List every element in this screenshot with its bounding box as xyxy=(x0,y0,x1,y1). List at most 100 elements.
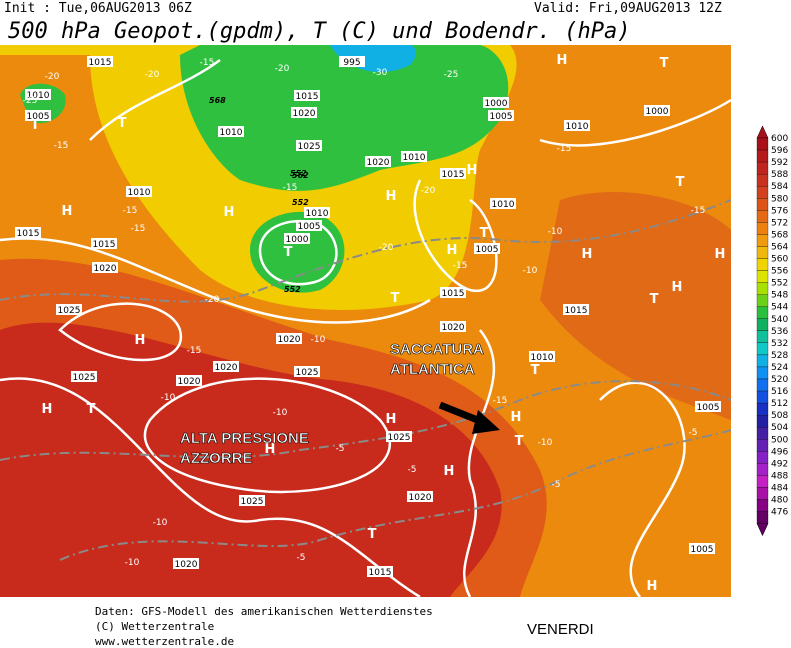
isobar-label: 1000 xyxy=(286,235,309,245)
pressure-center: T xyxy=(31,118,40,133)
colorbar-label: 544 xyxy=(771,303,788,313)
colorbar-label: 564 xyxy=(771,242,788,252)
temperature-label: -20 xyxy=(379,243,394,253)
isobar-label: 1010 xyxy=(27,91,50,101)
colorbar-label: 476 xyxy=(771,508,788,518)
temperature-label: -10 xyxy=(153,518,168,528)
pressure-center: T xyxy=(531,363,540,378)
pressure-center: T xyxy=(650,292,659,307)
isobar-label-box xyxy=(695,401,721,412)
isobar-label-box xyxy=(126,186,152,197)
pressure-center: H xyxy=(265,442,276,457)
pressure-center: T xyxy=(391,291,400,306)
isobar-label-box xyxy=(490,198,516,209)
pressure-center: H xyxy=(647,579,658,594)
isobar-label: 1015 xyxy=(17,229,40,239)
isobar-label: 1020 xyxy=(367,158,390,168)
colorbar-swatch xyxy=(756,222,769,235)
isobar xyxy=(258,220,338,286)
isobar-label: 1025 xyxy=(241,497,264,507)
isobar-label: 1020 xyxy=(409,493,432,503)
isobar-label: 1010 xyxy=(403,153,426,163)
temperature-label: -5 xyxy=(336,444,345,454)
isobar-label: 1020 xyxy=(94,264,117,274)
pressure-center: T xyxy=(87,402,96,417)
colorbar-label: 512 xyxy=(771,399,788,409)
temperature-label: -10 xyxy=(161,393,176,403)
colorbar-label: 588 xyxy=(771,170,788,180)
temperature-label: -10 xyxy=(125,558,140,568)
temperature-label: -20 xyxy=(45,72,60,82)
colorbar-label: 508 xyxy=(771,411,788,421)
isobar-label: 1020 xyxy=(442,323,465,333)
isobar-label-box xyxy=(407,491,433,502)
colorbar-label: 536 xyxy=(771,327,788,337)
colorbar-swatch xyxy=(756,306,769,319)
colorbar-swatch xyxy=(756,366,769,380)
isobars xyxy=(0,58,732,599)
temperature-label: -5 xyxy=(297,553,306,563)
isobar-label: 1025 xyxy=(73,373,96,383)
isobar-label: 1025 xyxy=(58,306,81,316)
colorbar-swatch xyxy=(756,282,769,295)
colorbar-label: 504 xyxy=(771,423,788,433)
isobar-label-box xyxy=(92,262,118,273)
colorbar-swatch xyxy=(756,186,769,199)
colorbar-swatch xyxy=(756,234,769,247)
temperature-label: -15 xyxy=(54,141,69,151)
colorbar-label: 516 xyxy=(771,387,788,397)
colorbar-swatch xyxy=(756,354,769,368)
temperature-label: -10 xyxy=(311,335,326,345)
colorbar-swatch xyxy=(756,318,769,331)
day-label: VENERDI xyxy=(527,621,594,638)
footer-line: www.wetterzentrale.de xyxy=(95,635,234,648)
colorbar: 600 596 592 588 584 580 576 572 568 564 560 556 552 5… xyxy=(756,125,788,537)
pressure-center: H xyxy=(511,410,522,425)
colorbar-swatch xyxy=(756,487,769,500)
temperature-label: -15 xyxy=(200,58,215,68)
temperature-label: -20 xyxy=(421,186,436,196)
isotherm xyxy=(59,429,732,561)
warm-zone-east xyxy=(540,191,731,420)
pressure-center: H xyxy=(582,247,593,262)
colorbar-label: 492 xyxy=(771,459,788,469)
geopotential-label: 568 xyxy=(209,96,226,105)
colorbar-swatch xyxy=(756,451,769,464)
isobar-label: 1010 xyxy=(566,122,589,132)
isobar xyxy=(599,381,686,598)
colorbar-swatch xyxy=(756,439,769,452)
isobar-label-box xyxy=(440,287,466,298)
geopotential-label: 552 xyxy=(284,285,301,294)
colorbar-label: 480 xyxy=(771,496,788,506)
colorbar-label: 560 xyxy=(771,255,788,265)
isobar xyxy=(58,302,183,362)
isobar-label: 1005 xyxy=(476,245,499,255)
geopotential-label: 552 xyxy=(290,169,307,178)
colorbar-swatch xyxy=(756,414,769,428)
colorbar-label: 584 xyxy=(771,182,788,192)
isobar xyxy=(0,377,421,599)
pressure-center: H xyxy=(135,333,146,348)
pressure-center: H xyxy=(444,464,455,479)
isobar-label-box xyxy=(440,168,466,179)
colorbar-label: 528 xyxy=(771,351,788,361)
isobar-label-box xyxy=(483,97,509,108)
isobar-label: 1005 xyxy=(27,112,50,122)
isobar-label: 1015 xyxy=(296,92,319,102)
isobar-label-box xyxy=(284,233,310,244)
colorbar-label: 552 xyxy=(771,279,788,289)
colorbar-label: 532 xyxy=(771,339,788,349)
colorbar-label: 592 xyxy=(771,158,788,168)
annotation: AZZORRE xyxy=(180,450,253,467)
temperature-label: -15 xyxy=(493,396,508,406)
colorbar-swatch xyxy=(756,294,769,307)
temperature-label: -30 xyxy=(373,68,388,78)
pressure-center: T xyxy=(676,175,685,190)
isobar-label-box xyxy=(367,566,393,577)
core-low xyxy=(330,45,416,73)
pressure-center: T xyxy=(118,116,127,131)
isobar-label-box xyxy=(87,56,113,67)
colorbar-label: 484 xyxy=(771,483,788,493)
isobar-label-box xyxy=(304,207,330,218)
